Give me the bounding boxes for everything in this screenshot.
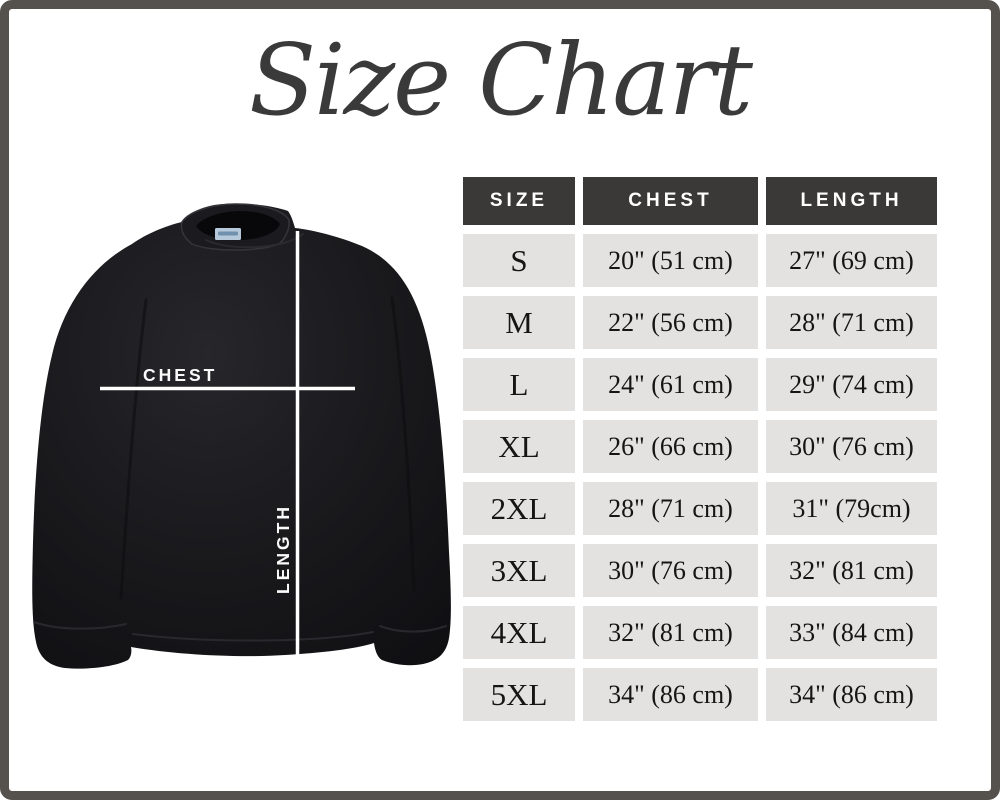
chest-cell: 22" (56 cm) — [583, 296, 758, 349]
column-header-chest: CHEST — [583, 177, 758, 225]
chest-cell: 24" (61 cm) — [583, 358, 758, 411]
size-cell: M — [463, 296, 575, 349]
length-measure-label: LENGTH — [273, 504, 293, 594]
sweatshirt-silhouette — [32, 203, 451, 669]
chest-cell: 28" (71 cm) — [583, 482, 758, 535]
length-cell: 32" (81 cm) — [766, 544, 937, 597]
length-cell: 28" (71 cm) — [766, 296, 937, 349]
chest-cell: 32" (81 cm) — [583, 606, 758, 659]
length-cell: 27" (69 cm) — [766, 234, 937, 287]
size-cell: S — [463, 234, 575, 287]
length-cell: 31" (79cm) — [766, 482, 937, 535]
length-cell: 30" (76 cm) — [766, 420, 937, 473]
seam-lines — [119, 296, 416, 600]
length-cell: 29" (74 cm) — [766, 358, 937, 411]
brand-tag — [215, 228, 241, 240]
length-cell: 34" (86 cm) — [766, 668, 937, 721]
tag-print — [218, 231, 238, 236]
size-table: SIZE CHEST LENGTH S 20" (51 cm) 27" (69 … — [463, 177, 937, 721]
column-header-length: LENGTH — [766, 177, 937, 225]
column-header-size: SIZE — [463, 177, 575, 225]
size-cell: 4XL — [463, 606, 575, 659]
size-cell: L — [463, 358, 575, 411]
chest-measure-label: CHEST — [143, 365, 217, 385]
size-cell: 3XL — [463, 544, 575, 597]
chest-cell: 20" (51 cm) — [583, 234, 758, 287]
chest-cell: 30" (76 cm) — [583, 544, 758, 597]
size-cell: 2XL — [463, 482, 575, 535]
page-title: Size Chart — [248, 24, 753, 138]
length-cell: 33" (84 cm) — [766, 606, 937, 659]
size-cell: XL — [463, 420, 575, 473]
chest-cell: 34" (86 cm) — [583, 668, 758, 721]
chest-cell: 26" (66 cm) — [583, 420, 758, 473]
cuff-hem-lines — [33, 233, 447, 642]
size-cell: 5XL — [463, 668, 575, 721]
